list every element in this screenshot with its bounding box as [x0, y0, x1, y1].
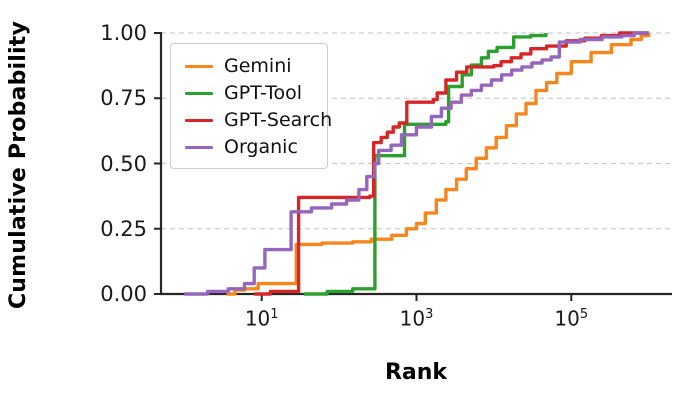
legend: Gemini GPT-Tool GPT-Search Organic	[170, 43, 332, 169]
legend-label-organic: Organic	[224, 136, 298, 158]
legend-item-gpt-tool: GPT-Tool	[185, 80, 327, 107]
x-tick-label-10e3: 103	[399, 306, 434, 331]
x-tick-label-10e5: 105	[554, 306, 589, 331]
x-tick-label-10e1: 101	[244, 306, 279, 331]
y-tick-label-0.25: 0.25	[100, 216, 147, 241]
y-tick-label-0.50: 0.50	[100, 151, 147, 176]
series-line-gpt-search	[254, 31, 649, 296]
legend-item-organic: Organic	[185, 134, 327, 161]
series-line-organic	[184, 31, 649, 296]
legend-swatch-gemini	[185, 64, 213, 69]
y-tick-label-1.00: 1.00	[100, 21, 147, 45]
x-axis-title: Rank	[384, 360, 448, 385]
series-line-gemini	[226, 33, 651, 296]
legend-swatch-gpt-search	[185, 118, 213, 123]
series-line-gpt-tool	[303, 33, 548, 296]
legend-label-gemini: Gemini	[224, 55, 292, 77]
legend-swatch-organic	[185, 145, 213, 150]
legend-item-gpt-search: GPT-Search	[185, 107, 332, 134]
legend-label-gpt-search: GPT-Search	[224, 109, 333, 131]
y-tick-label-0.75: 0.75	[100, 86, 147, 111]
legend-label-gpt-tool: GPT-Tool	[224, 82, 303, 104]
y-axis-title: Cumulative Probability	[6, 20, 31, 310]
y-tick-label-0.00: 0.00	[100, 282, 147, 306]
legend-item-gemini: Gemini	[185, 53, 327, 80]
legend-swatch-gpt-tool	[185, 91, 213, 96]
